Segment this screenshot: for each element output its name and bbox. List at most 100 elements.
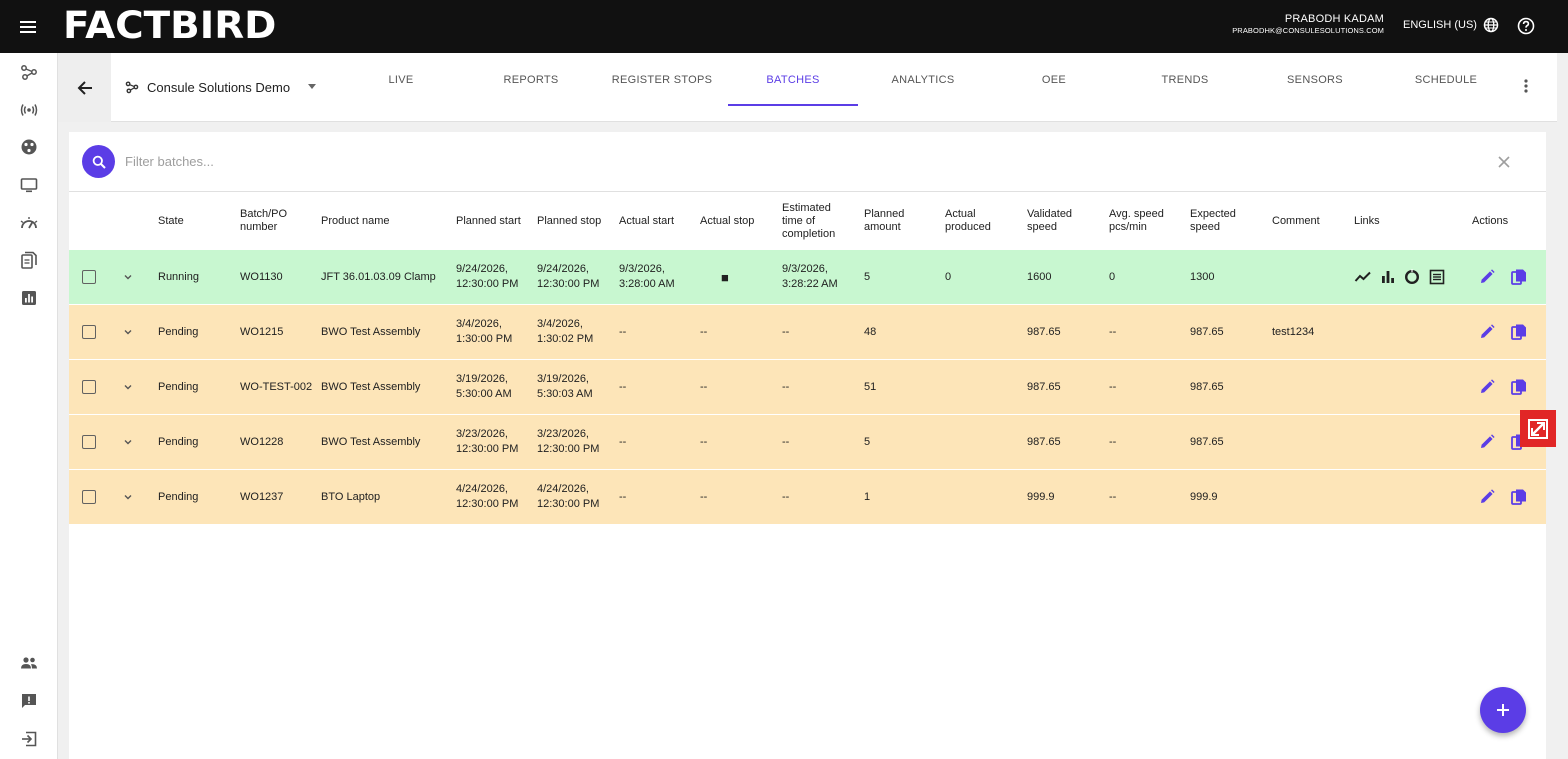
table-row[interactable]: Pending WO1215 BWO Test Assembly 3/4/202… [69,305,1546,359]
search-button[interactable] [82,145,115,178]
table-row[interactable]: Pending WO1228 BWO Test Assembly 3/23/20… [69,415,1546,469]
row-checkbox[interactable] [82,490,96,504]
copy-icon[interactable] [1510,323,1528,341]
header-product[interactable]: Product name [321,214,390,227]
tab-reports[interactable]: REPORTS [503,73,559,86]
rail-item-groups[interactable] [19,137,39,157]
header-actual-produced[interactable]: Actual produced [945,208,991,233]
cell-validated-speed: 987.65 [1027,325,1061,338]
batches-card: State Batch/PO number Product name Plann… [69,132,1546,759]
more-options-button[interactable] [1516,76,1536,96]
copy-icon[interactable] [1510,378,1528,396]
copy-icon[interactable] [1510,488,1528,506]
tab-schedule[interactable]: SCHEDULE [1414,73,1478,86]
clear-filter-button[interactable] [1496,154,1512,170]
header-actual-start[interactable]: Actual start [619,214,675,227]
user-account[interactable]: PRABODH KADAM PRABODHK@CONSULESOLUTIONS.… [1232,14,1384,36]
rail-item-dashboard[interactable] [19,213,39,233]
cell-planned-start: 4/24/2026, 12:30:00 PM [456,483,519,510]
line-chart-icon[interactable] [1354,268,1372,286]
cell-actual-stop: -- [700,325,708,338]
chevron-down-icon [308,84,316,89]
chevron-down-icon[interactable] [122,326,134,338]
chevron-down-icon[interactable] [122,436,134,448]
table-row[interactable]: Running WO1130 JFT 36.01.03.09 Clamp 9/2… [69,250,1546,304]
donut-icon[interactable] [1403,268,1421,286]
cell-state: Running [158,270,199,283]
header-planned-amount[interactable]: Planned amount [864,208,905,233]
table-row[interactable]: Pending WO-TEST-002 BWO Test Assembly 3/… [69,360,1546,414]
filter-batches-input[interactable] [125,150,1425,172]
header-planned-start[interactable]: Planned start [456,214,521,227]
page-scrollbar[interactable] [1557,53,1568,759]
row-checkbox[interactable] [82,270,96,284]
row-checkbox[interactable] [82,380,96,394]
user-email: PRABODHK@CONSULESOLUTIONS.COM [1232,26,1384,35]
side-widget-button[interactable] [1520,410,1556,447]
tab-analytics[interactable]: ANALYTICS [891,73,955,86]
rail-item-documents[interactable] [19,250,39,270]
tab-sensors[interactable]: SENSORS [1287,73,1343,86]
cell-product: BWO Test Assembly [321,435,421,448]
row-checkbox[interactable] [82,325,96,339]
header-planned-stop[interactable]: Planned stop [537,214,602,227]
pencil-icon[interactable] [1478,433,1496,451]
header-batch[interactable]: Batch/PO number [240,208,288,233]
header-est-completion[interactable]: Estimated time of completion [782,201,836,240]
pencil-icon[interactable] [1478,323,1496,341]
cell-comment: test1234 [1272,325,1315,338]
header-comment[interactable]: Comment [1272,214,1320,227]
header-expected-speed[interactable]: Expected speed [1190,208,1236,233]
rail-item-monitor[interactable] [19,175,39,195]
cell-expected-speed: 999.9 [1190,490,1218,503]
pencil-icon[interactable] [1478,378,1496,396]
cell-actual-start: -- [619,490,627,503]
tab-oee[interactable]: OEE [1041,73,1067,86]
header-actions: Actions [1472,214,1509,227]
menu-button[interactable] [14,14,42,40]
share-nodes-icon [21,65,37,80]
rail-item-logout[interactable] [19,729,39,749]
copy-icon[interactable] [1510,268,1528,286]
tab-batches[interactable]: BATCHES [766,73,820,86]
help-button[interactable] [1516,16,1536,36]
header-state[interactable]: State [158,214,184,227]
chevron-down-icon[interactable] [122,381,134,393]
back-button[interactable] [58,53,111,122]
cell-avg-speed: 0 [1109,270,1116,283]
cell-planned-stop: 3/4/2026, 1:30:02 PM [537,318,594,345]
cell-planned-stop: 3/19/2026, 5:30:03 AM [537,373,593,400]
rail-item-sensors[interactable] [19,100,39,120]
cell-est-completion: -- [782,325,790,338]
gauge-icon [20,217,38,229]
row-checkbox[interactable] [82,435,96,449]
cell-batch: WO1237 [240,490,284,503]
header-actual-stop[interactable]: Actual stop [700,214,755,227]
tab-register-stops[interactable]: REGISTER STOPS [611,73,713,86]
chevron-down-icon[interactable] [122,271,134,283]
chevron-down-icon[interactable] [122,491,134,503]
rail-item-lines[interactable] [19,62,39,82]
help-circle-icon [1517,17,1535,35]
list-icon[interactable] [1428,268,1446,286]
rail-item-feedback[interactable] [19,691,39,711]
table-row[interactable]: Pending WO1237 BTO Laptop 4/24/2026, 12:… [69,470,1546,524]
rail-item-analytics[interactable] [19,288,39,308]
search-icon [92,155,106,169]
bar-chart-icon[interactable] [1379,268,1397,286]
tab-trends[interactable]: TRENDS [1161,73,1209,86]
files-icon [21,251,37,269]
language-selector[interactable]: ENGLISH (US) [1403,17,1499,33]
pencil-icon[interactable] [1478,268,1496,286]
add-batch-button[interactable] [1480,687,1526,733]
tab-live[interactable]: LIVE [388,73,414,86]
pencil-icon[interactable] [1478,488,1496,506]
header-avg-speed[interactable]: Avg. speed pcs/min [1109,208,1164,233]
cell-planned-stop: 9/24/2026, 12:30:00 PM [537,263,600,290]
rail-item-users[interactable] [19,653,39,673]
factbird-logo[interactable]: FACTBIRD [63,4,277,47]
stop-batch-button[interactable]: ■ [721,269,729,285]
cell-est-completion: -- [782,380,790,393]
line-selector[interactable]: Consule Solutions Demo [125,75,320,99]
header-validated-speed[interactable]: Validated speed [1027,208,1073,233]
